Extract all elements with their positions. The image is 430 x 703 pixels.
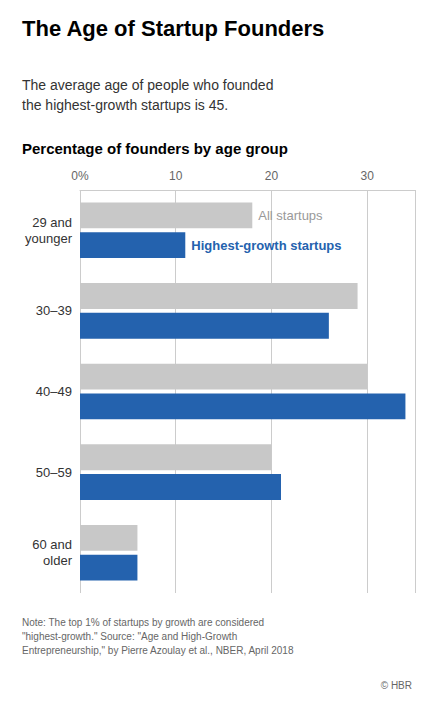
svg-text:Entrepreneurship," by Pierre A: Entrepreneurship," by Pierre Azoulay et …: [22, 645, 294, 656]
svg-text:Highest-growth startups: Highest-growth startups: [191, 238, 341, 253]
svg-text:0%: 0%: [71, 169, 89, 183]
svg-text:10: 10: [169, 169, 183, 183]
svg-text:40–49: 40–49: [36, 384, 72, 399]
svg-text:The average age of people who: The average age of people who founded: [22, 77, 273, 93]
svg-text:younger: younger: [25, 231, 73, 246]
svg-text:"highest-growth." Source: "Age: "highest-growth." Source: "Age and High-…: [22, 631, 237, 642]
svg-text:The Age of Startup Founders: The Age of Startup Founders: [22, 16, 324, 41]
svg-text:© HBR: © HBR: [381, 680, 412, 691]
svg-text:the highest-growth startups is: the highest-growth startups is 45.: [22, 97, 228, 113]
svg-text:Note: The top 1% of startups b: Note: The top 1% of startups by growth a…: [22, 617, 264, 628]
svg-text:older: older: [43, 553, 73, 568]
svg-text:20: 20: [265, 169, 279, 183]
svg-text:60 and: 60 and: [32, 537, 72, 552]
svg-text:Percentage of founders by age: Percentage of founders by age group: [22, 140, 288, 157]
svg-text:All startups: All startups: [258, 208, 323, 223]
svg-text:30: 30: [360, 169, 374, 183]
svg-text:29 and: 29 and: [32, 215, 72, 230]
svg-text:50–59: 50–59: [36, 465, 72, 480]
svg-text:30–39: 30–39: [36, 303, 72, 318]
